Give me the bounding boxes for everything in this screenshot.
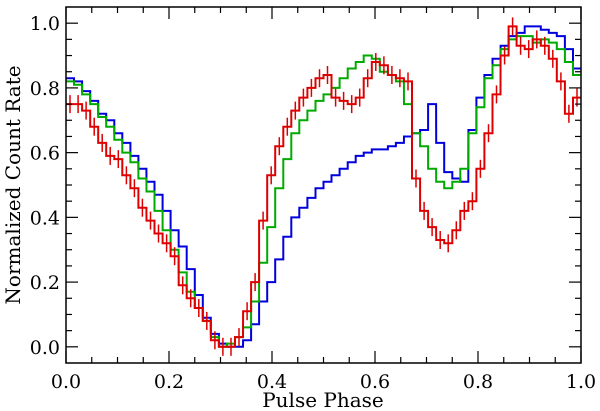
y-tick-label: 0.4 (30, 207, 60, 229)
x-tick-labels: 0.0 0.2 0.4 0.6 0.8 1.0 (51, 371, 596, 393)
y-tick-label: 0.0 (30, 337, 60, 359)
x-tick-label: 0.6 (360, 371, 390, 393)
x-tick-label: 0.4 (257, 371, 287, 393)
y-tick-label: 0.8 (30, 78, 60, 100)
series-layer (66, 25, 581, 348)
y-tick-label: 0.2 (30, 272, 60, 294)
x-tick-label: 0.8 (463, 371, 493, 393)
y-axis-title: Normalized Count Rate (1, 65, 25, 304)
x-axis-title: Pulse Phase (262, 388, 384, 411)
series-green-line (66, 35, 581, 348)
x-tick-label: 0.0 (51, 371, 81, 393)
y-tick-labels: 0.0 0.2 0.4 0.6 0.8 1.0 (30, 13, 60, 359)
x-tick-label: 0.2 (154, 371, 184, 393)
plot-frame (65, 6, 582, 364)
y-tick-label: 1.0 (30, 13, 60, 35)
y-tick-label: 0.6 (30, 143, 60, 165)
x-tick-label: 1.0 (566, 371, 596, 393)
ticks-layer (65, 7, 582, 363)
error-bar-layer (69, 17, 578, 356)
